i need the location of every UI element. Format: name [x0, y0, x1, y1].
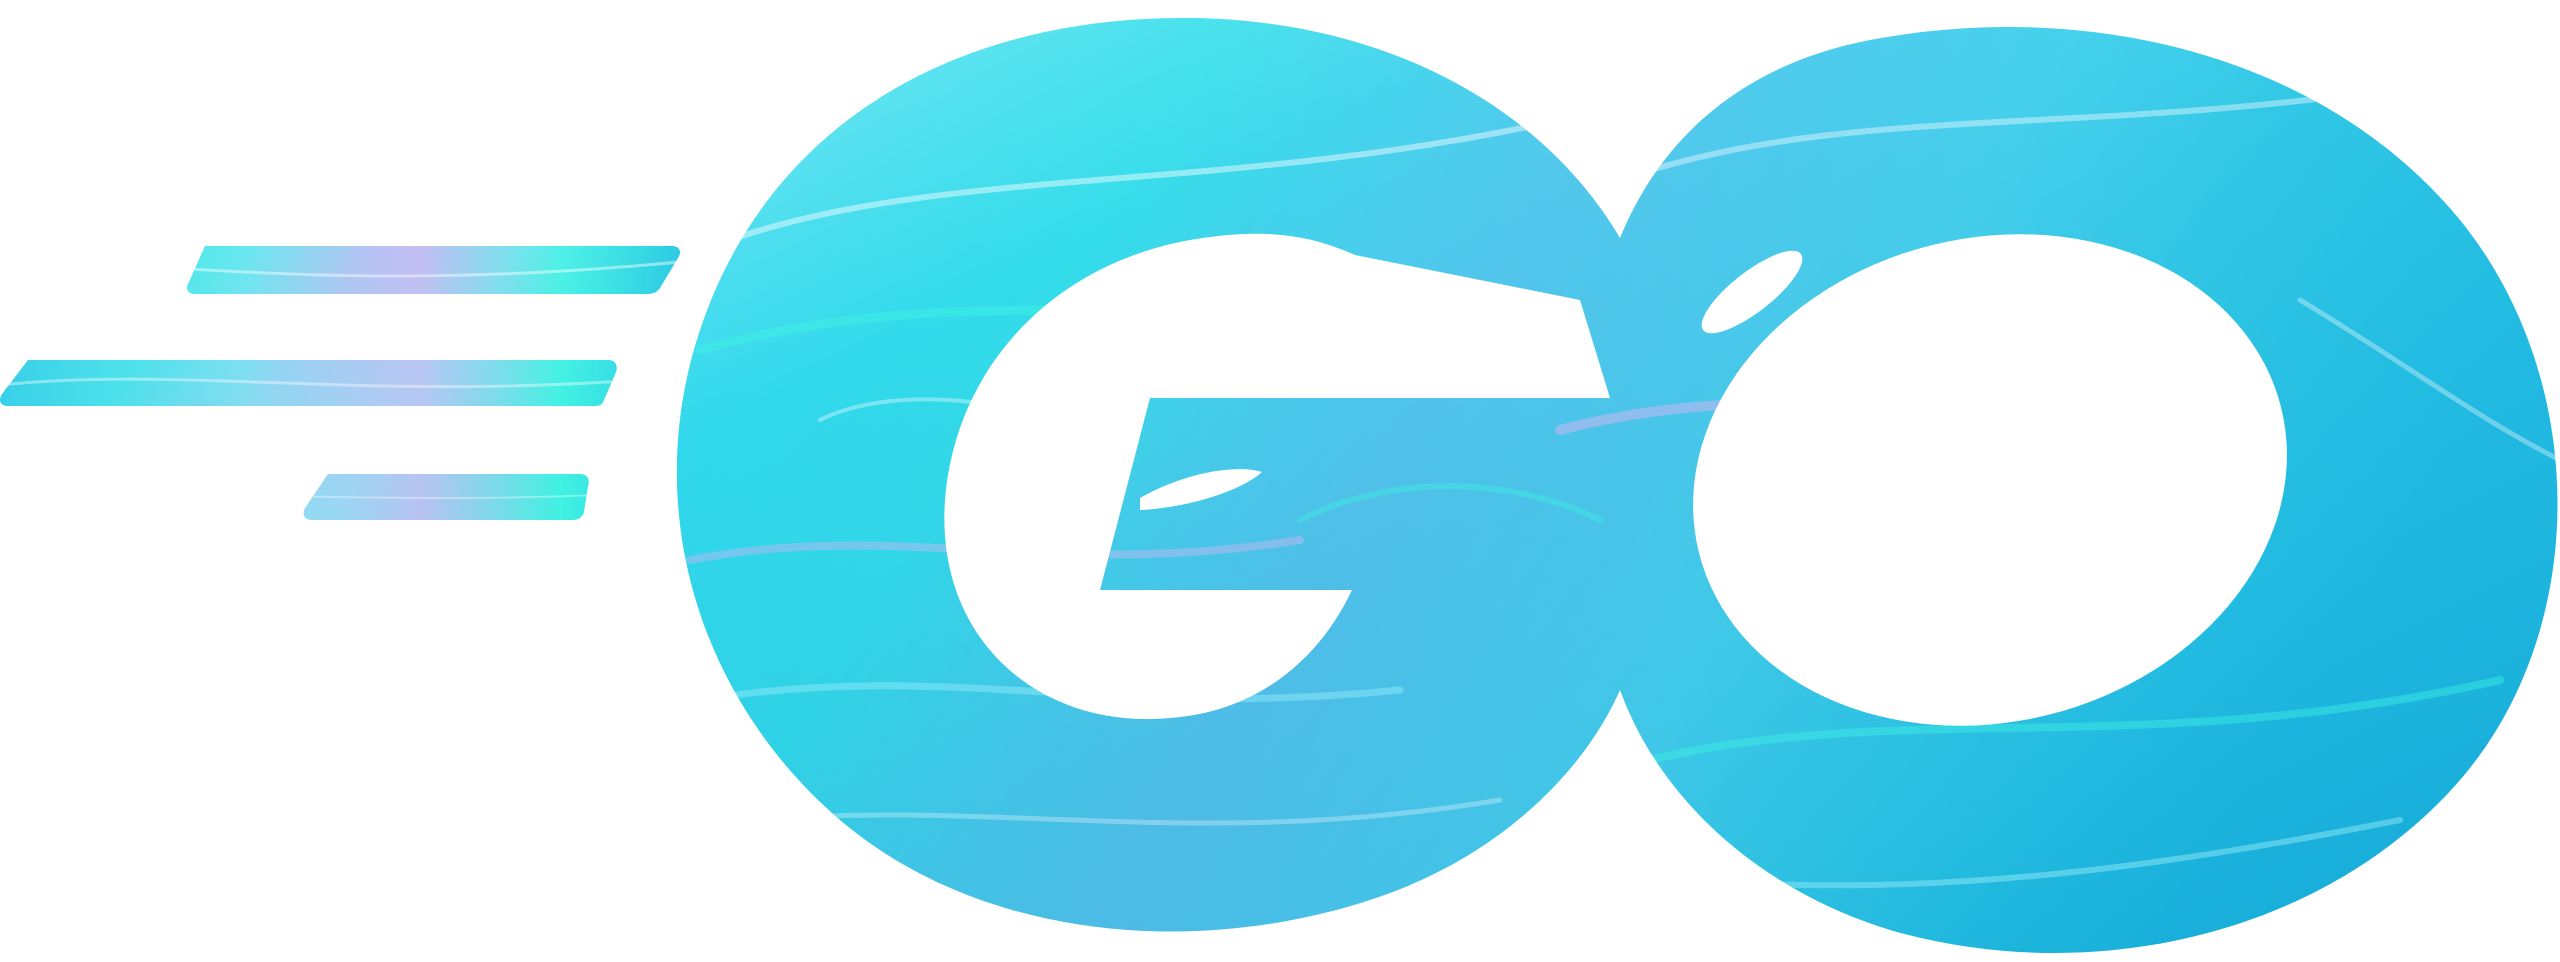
speed-lines-icon — [0, 246, 680, 520]
go-wordmark — [600, 0, 2560, 962]
